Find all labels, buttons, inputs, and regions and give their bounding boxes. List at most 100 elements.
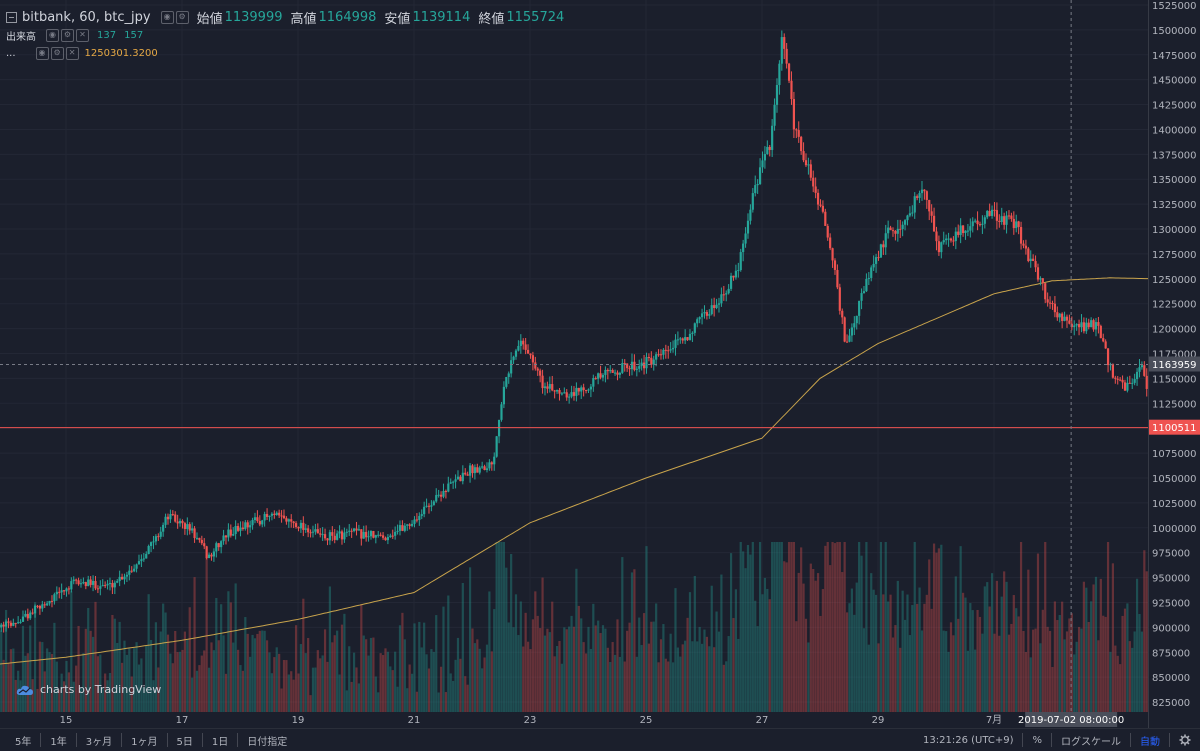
volume-bar	[1143, 550, 1146, 712]
range-button[interactable]: 1ヶ月	[122, 733, 168, 748]
candle-body	[1003, 216, 1006, 225]
candle-body	[224, 535, 228, 538]
volume-bar	[1048, 630, 1052, 712]
percent-toggle[interactable]: %	[1022, 733, 1051, 747]
volume-bar	[19, 680, 22, 712]
range-button[interactable]: 日付指定	[247, 736, 288, 748]
range-button[interactable]: 5日	[168, 733, 203, 748]
range-button[interactable]: 3ヶ月	[77, 733, 123, 748]
volume-bar	[490, 651, 493, 712]
candle-body	[195, 537, 199, 539]
candle-body	[338, 531, 341, 534]
volume-bar	[911, 605, 914, 712]
volume-bar	[872, 589, 875, 712]
settings-icon[interactable]: ⚙	[50, 46, 64, 60]
volume-bar	[1073, 654, 1076, 712]
volume-bar	[362, 635, 365, 712]
candle-body	[865, 278, 868, 292]
candle-body	[468, 465, 472, 476]
settings-button[interactable]	[1169, 733, 1200, 747]
volume-bar	[548, 632, 551, 712]
candle-body	[848, 335, 851, 342]
volume-bar	[72, 681, 75, 712]
settings-icon[interactable]: ⚙	[61, 28, 74, 42]
volume-bar	[1061, 601, 1064, 712]
candle-body	[58, 591, 61, 593]
close-icon[interactable]: ✕	[76, 28, 89, 42]
time-axis[interactable]: 15 17 19 21 23 25 27 29 7月 2019-07-02 08:00:00	[0, 712, 1148, 728]
volume-bar	[604, 628, 607, 712]
range-button[interactable]: 1日	[203, 733, 239, 748]
candle-body	[703, 312, 706, 314]
volume-bar	[278, 653, 281, 712]
volume-bar	[785, 562, 788, 712]
cloud-icon	[16, 685, 33, 695]
candle-body	[1140, 365, 1143, 368]
candle-body	[336, 533, 339, 540]
volume-bar	[1097, 640, 1100, 712]
candle-body	[415, 519, 418, 521]
symbol-label[interactable]: bitbank, 60, btc_jpy	[22, 9, 151, 25]
volume-bar	[87, 607, 90, 712]
tradingview-watermark[interactable]: charts by TradingView	[16, 683, 161, 696]
candle-body	[570, 392, 573, 397]
candle-body	[833, 260, 837, 270]
eye-icon[interactable]: ◉	[35, 46, 49, 60]
price-chart[interactable]	[0, 0, 1148, 712]
candle-body	[142, 558, 145, 560]
candle-body	[87, 579, 90, 587]
volume-bar	[220, 604, 223, 712]
volume-bar	[94, 601, 97, 712]
candle-body	[903, 220, 907, 225]
candle-body	[841, 310, 844, 318]
close-icon[interactable]: ✕	[65, 46, 79, 60]
candle-body	[720, 294, 723, 304]
volume-bar	[623, 661, 626, 712]
volume-bar	[471, 628, 474, 712]
candle-body	[229, 529, 232, 536]
log-scale-toggle[interactable]: ログスケール	[1051, 733, 1130, 748]
auto-scale-toggle[interactable]: 自動	[1130, 733, 1169, 748]
range-button[interactable]: 5年	[6, 733, 42, 748]
candle-body	[273, 513, 276, 515]
candle-body	[754, 185, 757, 194]
candle-body	[9, 622, 12, 626]
volume-label[interactable]: 出来高	[6, 31, 36, 43]
candle-body	[176, 521, 179, 524]
candle-body	[287, 519, 290, 522]
clock-time[interactable]: 13:21:26 (UTC+9)	[923, 734, 1014, 746]
ma-label[interactable]: ...	[6, 47, 16, 59]
price-axis[interactable]: 825000 850000 875000 900000 925000 950000 9750…	[1148, 0, 1200, 728]
volume-bar	[176, 652, 179, 712]
high-value: 1164998	[318, 9, 377, 25]
range-button[interactable]: 1年	[41, 733, 77, 748]
eye-icon[interactable]: ◉	[46, 28, 59, 42]
candle-body	[739, 252, 742, 271]
candle-body	[775, 85, 779, 105]
candle-body	[959, 225, 962, 235]
candle-body	[700, 313, 704, 318]
volume-bar	[976, 609, 979, 712]
collapse-icon[interactable]	[6, 11, 17, 23]
candle-body	[812, 177, 815, 187]
volume-bar	[792, 542, 795, 712]
volume-bar	[899, 647, 902, 712]
eye-icon[interactable]: ◉	[160, 10, 174, 24]
volume-bar	[338, 674, 341, 712]
volume-bar	[952, 635, 955, 712]
volume-bar	[642, 613, 646, 712]
volume-bar	[104, 673, 107, 712]
candle-body	[725, 293, 728, 295]
volume-bar	[930, 608, 933, 712]
candle-body	[355, 528, 358, 531]
volume-bar	[555, 645, 559, 712]
candle-body	[1075, 324, 1078, 326]
volume-bar	[903, 619, 907, 712]
candle-body	[207, 554, 211, 559]
volume-bar	[758, 542, 762, 712]
volume-bar	[841, 572, 844, 712]
volume-bar	[215, 597, 218, 712]
volume-bar	[336, 630, 339, 712]
settings-icon[interactable]: ⚙	[175, 10, 189, 24]
candle-body	[333, 535, 336, 540]
